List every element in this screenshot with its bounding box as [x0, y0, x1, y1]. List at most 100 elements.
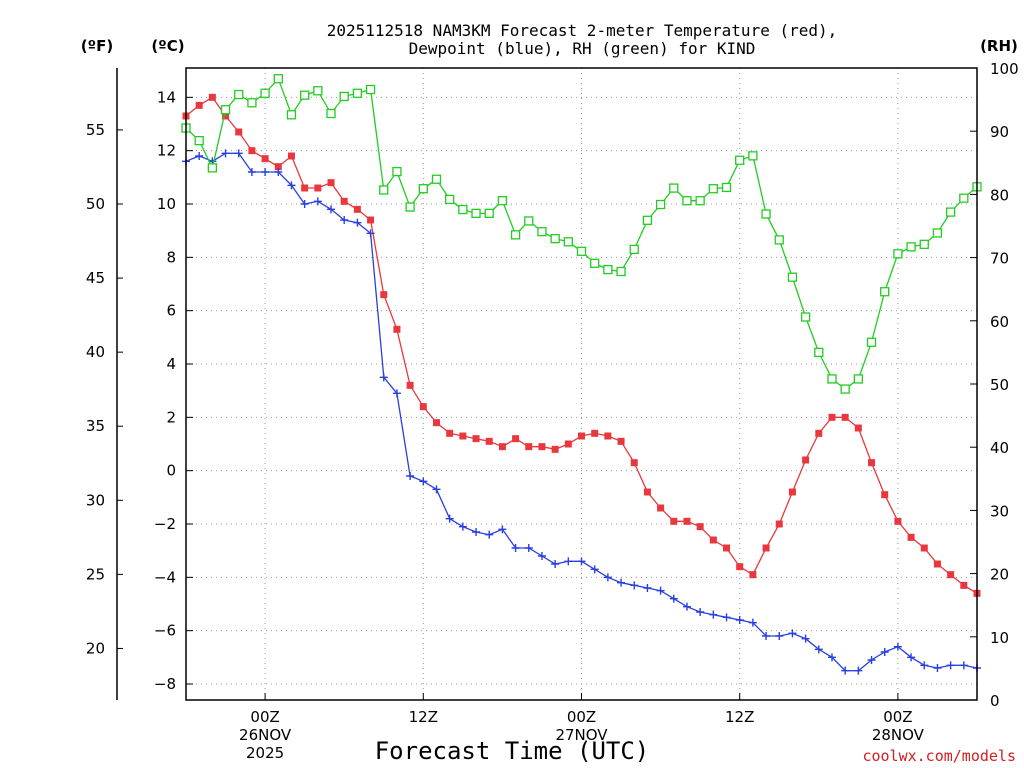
data-point	[840, 384, 850, 394]
tick-label-f: 20	[86, 639, 105, 657]
data-point	[274, 168, 283, 176]
data-point	[551, 445, 559, 453]
data-point	[260, 88, 270, 98]
data-point	[299, 90, 310, 100]
data-point	[907, 533, 915, 541]
data-point	[735, 616, 744, 624]
data-point	[933, 560, 941, 568]
data-point	[472, 528, 481, 536]
data-point	[379, 373, 388, 382]
data-point	[709, 610, 718, 619]
data-point	[933, 664, 942, 672]
data-point	[458, 522, 467, 531]
data-point	[735, 155, 745, 165]
data-point	[379, 185, 389, 195]
data-point	[563, 237, 573, 247]
data-point	[339, 91, 349, 102]
data-point	[603, 264, 613, 275]
data-point	[446, 429, 454, 437]
chart-title-line1: 2025112518 NAM3KM Forecast 2-meter Tempe…	[327, 21, 838, 40]
tick-label-rh: 60	[990, 313, 1009, 331]
data-point	[945, 207, 956, 217]
data-point	[748, 618, 757, 627]
tick-label-c: 0	[166, 462, 176, 480]
data-point	[880, 648, 889, 656]
data-point	[471, 208, 481, 219]
data-point	[261, 155, 269, 163]
data-point	[380, 291, 388, 299]
data-point	[642, 215, 653, 225]
data-point	[287, 181, 296, 190]
tick-label-c: −4	[154, 568, 176, 586]
data-point	[564, 557, 573, 566]
data-point	[708, 184, 718, 194]
data-point	[472, 435, 480, 443]
data-point	[300, 200, 309, 208]
data-point	[604, 432, 612, 440]
tick-label-c: 12	[157, 142, 176, 160]
data-point	[815, 429, 823, 437]
tick-label-c: 2	[166, 408, 176, 426]
data-point	[696, 608, 705, 616]
data-point	[787, 272, 798, 282]
tick-label-rh: 50	[990, 376, 1009, 394]
series-0	[182, 93, 981, 597]
data-point	[657, 504, 665, 512]
data-point	[234, 89, 244, 100]
data-point	[762, 632, 771, 640]
data-point	[894, 517, 902, 525]
data-point	[721, 182, 732, 193]
series-lines	[181, 74, 982, 675]
data-point	[920, 661, 929, 670]
data-point	[431, 174, 442, 184]
tick-label-f: 35	[86, 417, 105, 435]
data-point	[932, 228, 943, 238]
data-point	[485, 530, 494, 539]
data-point	[221, 149, 230, 158]
data-point	[366, 229, 375, 238]
data-point	[590, 258, 600, 268]
data-point	[893, 642, 902, 651]
data-point	[220, 105, 231, 115]
tick-label-x: 27NOV	[555, 726, 608, 744]
data-point	[273, 74, 283, 84]
data-point	[630, 459, 638, 467]
data-point	[445, 194, 455, 205]
data-point	[775, 520, 783, 528]
data-point	[867, 656, 876, 664]
data-point	[497, 196, 508, 206]
data-point	[960, 581, 968, 589]
data-point	[682, 196, 692, 206]
data-point	[683, 517, 691, 525]
data-point	[286, 110, 297, 120]
data-point	[367, 216, 375, 224]
data-point	[564, 440, 572, 448]
data-point	[393, 325, 401, 333]
data-point	[603, 573, 612, 582]
data-point	[512, 435, 520, 443]
data-point	[723, 544, 731, 552]
data-point	[432, 419, 440, 427]
data-point	[655, 199, 666, 210]
data-point	[235, 128, 243, 136]
data-point	[788, 629, 797, 638]
data-point	[893, 249, 903, 259]
data-point	[195, 152, 204, 160]
data-point	[920, 544, 928, 552]
fahrenheit-unit-label: (ºF)	[81, 37, 113, 55]
data-point	[919, 239, 929, 249]
x-axis-label: Forecast Time (UTC)	[375, 737, 650, 765]
data-point	[841, 666, 850, 675]
tick-label-c: −6	[154, 622, 176, 640]
tick-label-c: −2	[154, 515, 176, 533]
data-point	[866, 337, 877, 347]
data-point	[406, 472, 415, 480]
data-point	[524, 544, 533, 552]
data-point	[485, 437, 493, 445]
data-point	[432, 485, 441, 494]
data-point	[617, 437, 625, 445]
data-point	[327, 205, 336, 214]
data-point	[247, 168, 256, 176]
data-point	[814, 347, 824, 358]
data-point	[722, 613, 731, 622]
